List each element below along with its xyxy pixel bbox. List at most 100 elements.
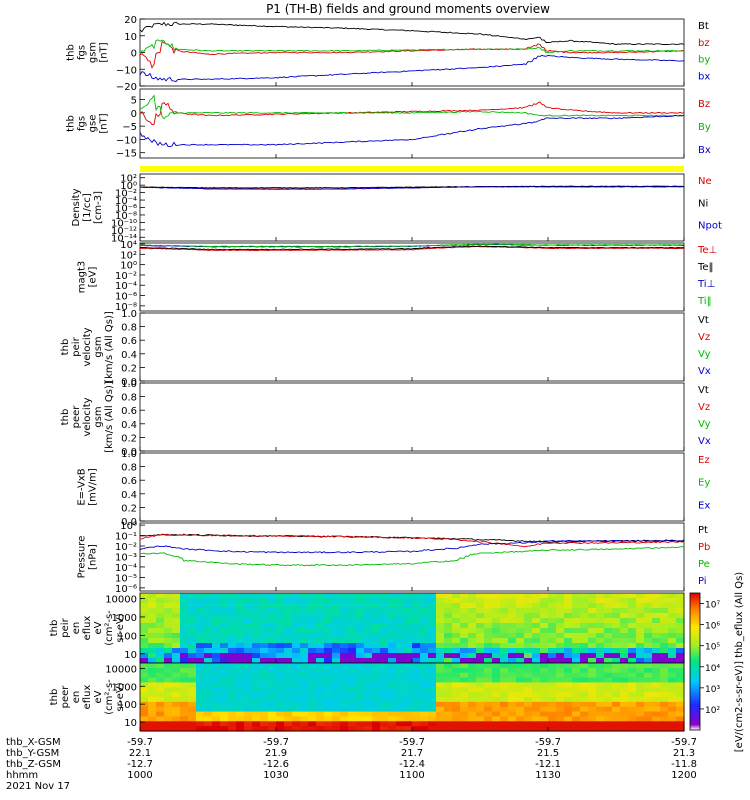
- electron_eflux-cell: [148, 721, 157, 727]
- legend-label: Ne: [698, 176, 712, 187]
- electron_eflux-cell: [268, 716, 277, 722]
- electron_eflux-cell: [428, 672, 437, 679]
- electron_eflux-cell: [508, 663, 517, 669]
- ion_eflux-cell: [484, 628, 493, 634]
- electron_eflux-cell: [204, 663, 213, 669]
- electron_eflux-cell: [324, 706, 333, 713]
- ion_eflux-cell: [636, 643, 645, 649]
- ion_eflux-cell: [148, 643, 157, 649]
- ion_eflux-cell: [244, 608, 253, 614]
- electron_eflux-cell: [532, 716, 541, 722]
- ion_eflux-cell: [604, 608, 613, 614]
- ion_eflux-cell: [476, 633, 485, 639]
- ion_eflux-cell: [420, 608, 429, 614]
- electron_eflux-cell: [612, 716, 621, 722]
- ion_eflux-cell: [300, 623, 309, 629]
- electron_eflux-cell: [372, 682, 381, 688]
- ion_eflux-cell: [300, 653, 309, 659]
- electron_eflux-cell: [676, 697, 685, 703]
- ion_eflux-cell: [588, 633, 597, 639]
- ion_eflux-cell: [348, 598, 357, 604]
- ion_eflux-cell: [532, 618, 541, 624]
- electron_eflux-cell: [308, 692, 317, 698]
- electron_eflux-cell: [172, 672, 181, 679]
- electron_eflux-cell: [572, 667, 581, 674]
- ion_eflux-cell: [548, 633, 557, 639]
- ion_eflux-cell: [580, 623, 589, 629]
- ion_eflux-cell: [308, 653, 317, 659]
- electron_eflux-cell: [404, 672, 413, 679]
- legend-label: Te‖: [697, 262, 714, 273]
- ion_eflux-cell: [300, 643, 309, 649]
- electron_eflux-cell: [428, 711, 437, 718]
- electron_eflux-cell: [164, 726, 173, 732]
- ion_eflux-cell: [148, 638, 157, 644]
- electron_eflux-cell: [548, 711, 557, 718]
- electron_eflux-cell: [324, 677, 333, 684]
- legend-label: Pt: [698, 525, 708, 536]
- ion_eflux-cell: [228, 618, 237, 624]
- ion_eflux-cell: [148, 613, 157, 619]
- ion_eflux-cell: [212, 618, 221, 624]
- ion_eflux-cell: [412, 648, 421, 654]
- ion_eflux-cell: [484, 638, 493, 644]
- electron_eflux-cell: [668, 687, 677, 693]
- ion_eflux-cell: [388, 598, 397, 604]
- ion_eflux-cell: [452, 618, 461, 624]
- electron_eflux-cell: [292, 687, 301, 693]
- ion_eflux-cell: [420, 638, 429, 644]
- ion_eflux-cell: [588, 623, 597, 629]
- ion_eflux-cell: [156, 628, 165, 634]
- electron_eflux-cell: [172, 687, 181, 693]
- electron_eflux-cell: [508, 687, 517, 693]
- ion_eflux-cell: [436, 658, 445, 664]
- electron_eflux-cell: [548, 687, 557, 693]
- electron_eflux-cell: [580, 706, 589, 713]
- ion_eflux-cell: [388, 623, 397, 629]
- ion_eflux-cell: [284, 613, 293, 619]
- electron_eflux-cell: [356, 701, 365, 708]
- colorbar-tick-label: 10⁵: [705, 643, 720, 653]
- electron_eflux-cell: [332, 663, 341, 669]
- electron_eflux-cell: [420, 687, 429, 693]
- electron_eflux-cell: [332, 667, 341, 674]
- ion_eflux-cell: [388, 638, 397, 644]
- ion_eflux-cell: [660, 608, 669, 614]
- electron_eflux-cell: [276, 692, 285, 698]
- electron_eflux-cell: [524, 667, 533, 674]
- ion_eflux-cell: [444, 593, 453, 599]
- electron_eflux-cell: [188, 687, 197, 693]
- ion_eflux-cell: [556, 608, 565, 614]
- electron_eflux-cell: [484, 697, 493, 703]
- ion_eflux-cell: [524, 628, 533, 634]
- electron_eflux-cell: [420, 711, 429, 718]
- ylabel-line: eV: [93, 690, 104, 703]
- ytick-label: 10⁻²: [115, 542, 137, 553]
- electron_eflux-cell: [196, 706, 205, 713]
- ion_eflux-cell: [164, 618, 173, 624]
- electron_eflux-cell: [204, 716, 213, 722]
- electron_eflux-cell: [476, 706, 485, 713]
- ion_eflux-cell: [444, 643, 453, 649]
- electron_eflux-cell: [636, 697, 645, 703]
- ion_eflux-cell: [508, 643, 517, 649]
- electron_eflux-cell: [380, 701, 389, 708]
- ion_eflux-cell: [396, 618, 405, 624]
- electron_eflux-cell: [316, 667, 325, 674]
- ion_eflux-cell: [644, 638, 653, 644]
- ion_eflux-cell: [524, 653, 533, 659]
- electron_eflux-cell: [164, 682, 173, 688]
- ion_eflux-cell: [612, 608, 621, 614]
- electron_eflux-cell: [660, 697, 669, 703]
- electron_eflux-cell: [572, 697, 581, 703]
- ion_eflux-cell: [596, 653, 605, 659]
- electron_eflux-cell: [524, 682, 533, 688]
- ion_eflux-cell: [636, 658, 645, 664]
- fgs_gsm-series-bx: [139, 54, 685, 83]
- electron_eflux-cell: [388, 701, 397, 708]
- electron_eflux-cell: [564, 726, 573, 732]
- ion_eflux-cell: [220, 618, 229, 624]
- footer-x-value: -59.7: [127, 737, 153, 748]
- ytick-label: 10⁻⁴: [115, 196, 137, 207]
